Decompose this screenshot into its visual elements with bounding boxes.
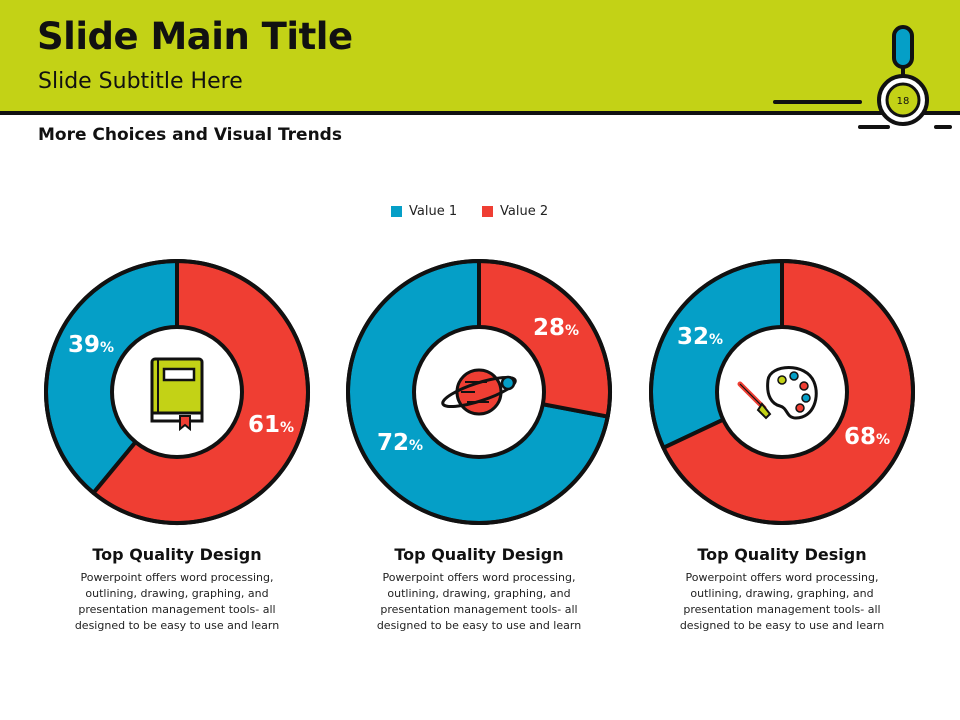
- feature-card-3: Top Quality Design Powerpoint offers wor…: [662, 545, 902, 634]
- donut-3-label-value-2: 68%: [844, 424, 890, 450]
- legend-item-value-2: Value 2: [482, 204, 548, 219]
- palette-icon: [737, 366, 818, 420]
- donut-outline: [346, 259, 612, 525]
- donut-1-label-value-1: 39%: [68, 332, 114, 358]
- donut-chart-3: 32% 68%: [648, 258, 916, 526]
- donut-1-label-value-2: 61%: [248, 412, 294, 438]
- page-subtitle: Slide Subtitle Here: [38, 69, 243, 94]
- book-icon: [150, 357, 204, 432]
- page-title: Slide Main Title: [37, 15, 353, 58]
- section-heading: More Choices and Visual Trends: [38, 125, 342, 145]
- legend-swatch-value-1: [391, 206, 402, 217]
- donut-3-label-value-1: 32%: [677, 324, 723, 350]
- legend-label-value-1: Value 1: [409, 204, 458, 219]
- deco-ring-inner: [885, 82, 921, 118]
- card-title: Top Quality Design: [394, 545, 564, 564]
- feature-card-2: Top Quality Design Powerpoint offers wor…: [359, 545, 599, 634]
- donut-chart-2: 72% 28%: [345, 258, 613, 526]
- page-number-badge: 18: [773, 25, 952, 129]
- donut-2-label-value-2: 28%: [533, 315, 579, 341]
- card-title: Top Quality Design: [697, 545, 867, 564]
- card-body: Powerpoint offers word processing, outli…: [376, 571, 582, 632]
- donut-2-label-value-1: 72%: [377, 430, 423, 456]
- planet-icon: [441, 368, 517, 416]
- card-body: Powerpoint offers word processing, outli…: [679, 571, 885, 632]
- card-title: Top Quality Design: [92, 545, 262, 564]
- donut-chart-1: 39% 61%: [43, 258, 311, 526]
- card-body: Powerpoint offers word processing, outli…: [74, 571, 280, 632]
- header-bar: [0, 0, 960, 111]
- feature-card-1: Top Quality Design Powerpoint offers wor…: [57, 545, 297, 634]
- legend-swatch-value-2: [482, 206, 493, 217]
- legend-item-value-1: Value 1: [391, 204, 457, 219]
- donut-outline: [44, 259, 310, 525]
- header-divider: [0, 111, 960, 115]
- page-number: 18: [897, 96, 910, 107]
- chart-legend: Value 1 Value 2: [0, 204, 960, 224]
- deco-pill: [892, 25, 914, 69]
- legend-label-value-2: Value 2: [500, 204, 549, 219]
- donut-outline: [649, 259, 915, 525]
